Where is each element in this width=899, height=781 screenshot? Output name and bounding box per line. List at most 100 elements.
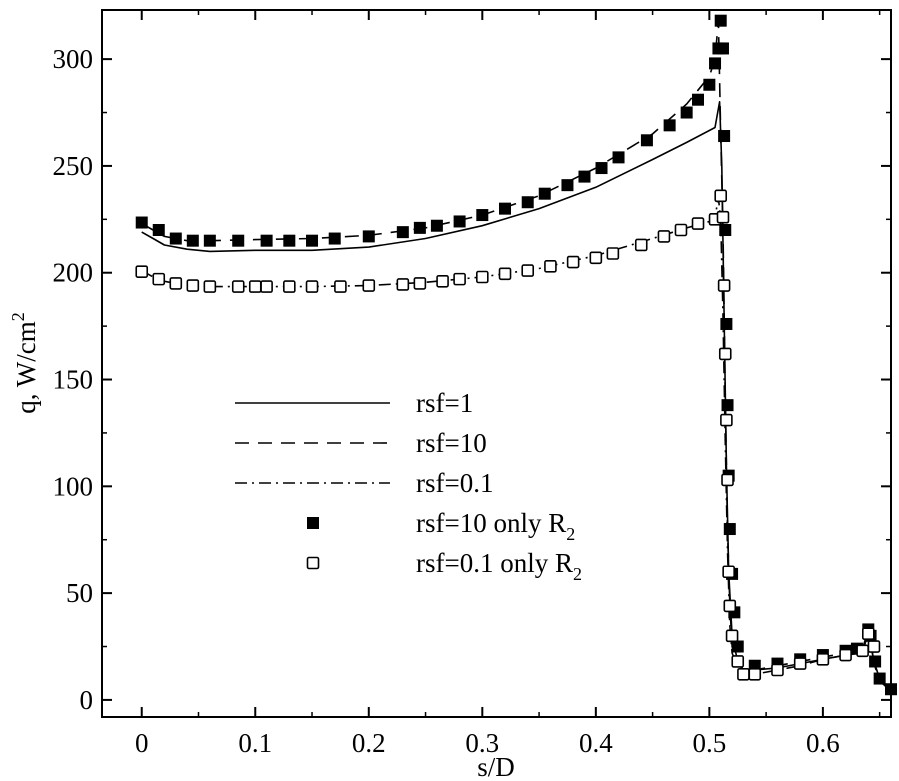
marker-rsf-0-1-only-r2 xyxy=(737,667,750,681)
marker-rsf-10-only-r2 xyxy=(430,219,443,232)
marker-rsf-0-1-only-r2 xyxy=(717,279,731,292)
marker-rsf-10-only-r2 xyxy=(714,14,727,27)
marker-rsf-10-only-r2 xyxy=(521,196,534,209)
y-tick-label: 250 xyxy=(53,151,94,181)
marker-rsf-10-only-r2 xyxy=(538,187,551,200)
marker-rsf-0-1-only-r2 xyxy=(135,265,149,278)
marker-rsf-10-only-r2 xyxy=(718,130,731,143)
ticks-layer: 0 0.1 0.2 0.3 0.4 0.5 0.6 0 50 100 150 200 250 300 xyxy=(53,10,891,758)
marker-rsf-0-1-only-r2 xyxy=(152,272,166,286)
x-axis-title: s/D xyxy=(477,752,515,781)
marker-rsf-0-1-only-r2 xyxy=(731,655,745,668)
marker-rsf-0-1-only-r2 xyxy=(634,238,648,252)
plot-frame xyxy=(101,9,892,718)
marker-rsf-0-1-only-r2 xyxy=(793,657,807,670)
marker-rsf-10-only-r2 xyxy=(203,234,216,247)
marker-rsf-10-only-r2 xyxy=(232,234,245,247)
marker-rsf-10-only-r2 xyxy=(721,399,734,412)
marker-rsf-0-1-only-r2 xyxy=(714,189,728,203)
marker-rsf-0-1-only-r2 xyxy=(260,280,273,293)
legend-label-subscript: 2 xyxy=(573,564,582,584)
marker-rsf-0-1-only-r2 xyxy=(544,260,557,273)
marker-rsf-0-1-only-r2 xyxy=(521,264,535,277)
marker-rsf-10-only-r2 xyxy=(723,523,736,536)
marker-rsf-0-1-only-r2 xyxy=(716,210,730,224)
marker-rsf-0-1-only-r2 xyxy=(498,267,512,281)
marker-rsf-0-1-only-r2 xyxy=(203,280,217,293)
marker-rsf-10-only-r2 xyxy=(413,221,426,234)
y-tick-label: 300 xyxy=(53,44,94,74)
marker-rsf-0-1-only-r2 xyxy=(436,274,449,288)
marker-rsf-0-1-only-r2 xyxy=(186,279,200,292)
marker-rsf-10-only-r2 xyxy=(595,162,608,175)
legend-swatch-rsf-0-1-only-r2 xyxy=(306,556,320,570)
marker-rsf-0-1-only-r2 xyxy=(566,255,580,269)
legend-label-subscript: 2 xyxy=(566,524,575,544)
legend-label-rsf-10-only-r2: rsf=10 only R2 xyxy=(416,508,575,544)
y-tick-label: 0 xyxy=(80,685,94,715)
marker-rsf-0-1-only-r2 xyxy=(589,251,603,265)
marker-rsf-10-only-r2 xyxy=(396,226,409,239)
x-tick-label: 0.6 xyxy=(806,728,840,758)
marker-rsf-10-only-r2 xyxy=(873,672,886,685)
marker-rsf-10-only-r2 xyxy=(306,234,319,247)
marker-rsf-0-1-only-r2 xyxy=(657,230,671,243)
marker-rsf-10-only-r2 xyxy=(135,216,148,229)
marker-rsf-0-1-only-r2 xyxy=(413,277,427,290)
legend-label-rsf-10: rsf=10 xyxy=(416,428,487,458)
marker-rsf-10-only-r2 xyxy=(703,78,716,91)
marker-rsf-10-only-r2 xyxy=(476,209,489,222)
y-tick-label: 100 xyxy=(53,471,94,501)
legend: rsf=1 rsf=10 rsf=0.1 rsf=10 only R2 rsf=0.1 … xyxy=(235,388,582,584)
y-tick-label: 50 xyxy=(66,578,93,608)
legend-swatch-rsf-10-only-r2 xyxy=(307,517,319,529)
legend-label-rsf-0-1-only-r2: rsf=0.1 only R2 xyxy=(416,548,582,584)
marker-rsf-0-1-only-r2 xyxy=(453,272,466,286)
marker-rsf-0-1-only-r2 xyxy=(334,280,347,293)
marker-rsf-10-only-r2 xyxy=(885,683,897,696)
x-tick-label: 0.1 xyxy=(238,728,272,758)
legend-label-rsf-1: rsf=1 xyxy=(416,388,473,418)
marker-rsf-10-only-r2 xyxy=(663,119,676,132)
x-tick-label: 0.4 xyxy=(579,728,613,758)
marker-rsf-10-only-r2 xyxy=(283,234,296,247)
marker-rsf-10-only-r2 xyxy=(152,224,165,237)
marker-rsf-10-only-r2 xyxy=(169,232,182,245)
marker-rsf-0-1-only-r2 xyxy=(861,627,875,640)
marker-rsf-0-1-only-r2 xyxy=(691,217,705,230)
marker-rsf-10-only-r2 xyxy=(561,179,574,192)
marker-rsf-0-1-only-r2 xyxy=(169,277,183,290)
marker-rsf-10-only-r2 xyxy=(453,215,466,228)
marker-rsf-10-only-r2 xyxy=(680,106,693,119)
series-line-rsf-0-1 xyxy=(141,197,892,692)
marker-rsf-10-only-r2 xyxy=(869,655,882,668)
marker-rsf-0-1-only-r2 xyxy=(856,644,869,658)
marker-rsf-10-only-r2 xyxy=(612,151,625,164)
x-tick-label: 0.5 xyxy=(692,728,726,758)
marker-rsf-0-1-only-r2 xyxy=(720,413,733,427)
marker-rsf-0-1-only-r2 xyxy=(771,663,784,677)
marker-rsf-10-only-r2 xyxy=(640,134,653,147)
marker-rsf-10-only-r2 xyxy=(709,57,722,70)
series-line-rsf-10 xyxy=(141,19,892,692)
marker-rsf-0-1-only-r2 xyxy=(722,565,735,579)
marker-rsf-0-1-only-r2 xyxy=(305,280,319,293)
marker-rsf-10-only-r2 xyxy=(362,230,375,243)
marker-rsf-0-1-only-r2 xyxy=(396,278,410,291)
marker-rsf-10-only-r2 xyxy=(499,202,512,215)
marker-rsf-10-only-r2 xyxy=(731,640,744,653)
marker-rsf-10-only-r2 xyxy=(578,170,591,183)
x-tick-label: 0.3 xyxy=(465,728,499,758)
marker-rsf-10-only-r2 xyxy=(692,93,705,106)
y-axis-title: q, W/cm2 xyxy=(8,312,41,413)
marker-rsf-0-1-only-r2 xyxy=(723,599,737,613)
y-tick-label: 200 xyxy=(53,258,94,288)
x-tick-label: 0 xyxy=(135,728,149,758)
marker-rsf-0-1-only-r2 xyxy=(718,347,732,361)
series-line-rsf-1 xyxy=(141,101,892,690)
marker-rsf-0-1-only-r2 xyxy=(476,270,489,284)
marker-rsf-10-only-r2 xyxy=(260,234,273,247)
plot-layer xyxy=(135,14,897,696)
marker-rsf-0-1-only-r2 xyxy=(231,280,245,293)
